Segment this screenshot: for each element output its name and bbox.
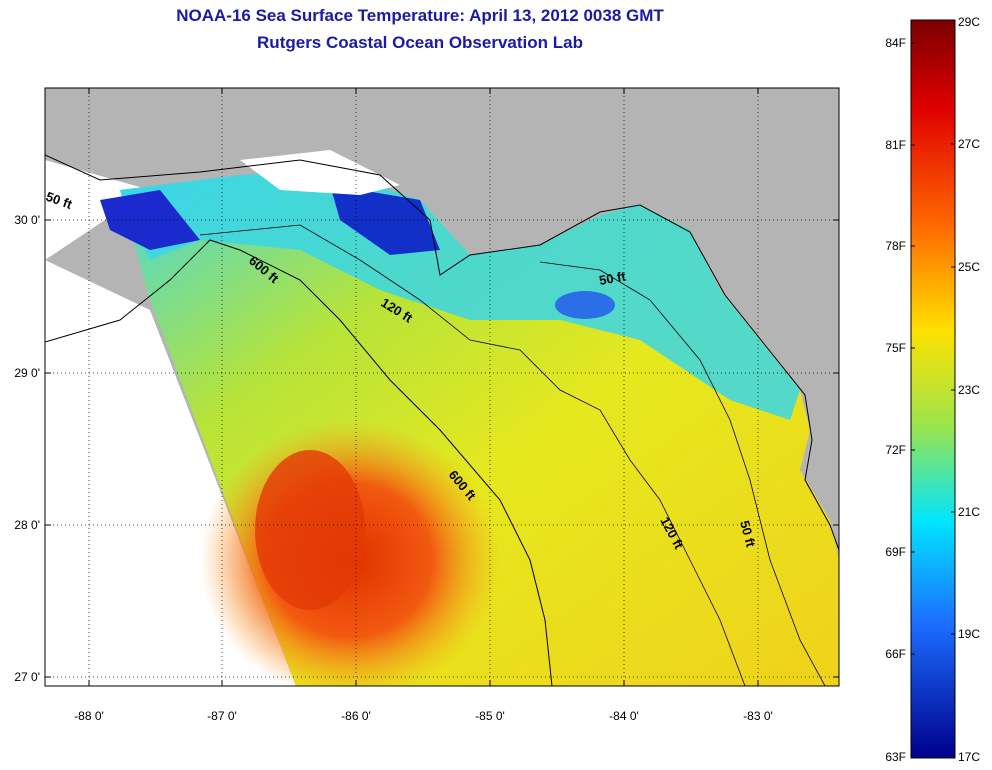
coastline: [45, 154, 839, 551]
cold-water-patch-offshore: [555, 291, 615, 319]
colorbar-f-label: 81F: [885, 138, 906, 152]
contour-50ft: [539, 261, 826, 686]
colorbar-c-label: 17C: [958, 750, 980, 764]
map-subtitle: Rutgers Coastal Ocean Observation Lab: [257, 33, 583, 52]
map-frame: [44, 87, 840, 687]
lon-tick-label: -88 0': [74, 709, 104, 723]
colorbar: [910, 19, 956, 759]
lon-tick-label: -87 0': [207, 709, 237, 723]
contour-120ft: [199, 224, 746, 686]
colorbar-c-label: 27C: [958, 137, 980, 151]
colorbar-f-label: 78F: [885, 239, 906, 253]
colorbar-f-label: 72F: [885, 443, 906, 457]
map-title: NOAA-16 Sea Surface Temperature: April 1…: [176, 6, 664, 25]
colorbar-f-label: 63F: [885, 750, 906, 764]
graticule: [45, 88, 839, 686]
colorbar-f-label: 84F: [885, 36, 906, 50]
lat-tick-label: 27 0': [14, 670, 40, 684]
colorbar-f-label: 66F: [885, 647, 906, 661]
colorbar-ticks: [911, 42, 955, 655]
lon-tick-label: -83 0': [743, 709, 773, 723]
lon-tick-label: -84 0': [609, 709, 639, 723]
colorbar-c-label: 23C: [958, 383, 980, 397]
cloud-patch: [240, 150, 400, 195]
colorbar-c-label: 29C: [958, 15, 980, 29]
colorbar-f-label: 69F: [885, 545, 906, 559]
colorbar-c-label: 19C: [958, 627, 980, 641]
lon-tick-label: -85 0': [475, 709, 505, 723]
no-data-area-top: [45, 160, 150, 260]
colorbar-f-label: 75F: [885, 341, 906, 355]
colorbar-c-label: 25C: [958, 260, 980, 274]
lat-tick-label: 28 0': [14, 518, 40, 532]
colorbar-c-label: 21C: [958, 505, 980, 519]
lat-tick-label: 29 0': [14, 366, 40, 380]
contour-label: 50 ft: [598, 268, 628, 288]
contour-label: 50 ft: [737, 519, 759, 549]
cool-nearshore-water: [120, 170, 800, 420]
lon-tick-label: -86 0': [341, 709, 371, 723]
warm-water-peak: [255, 450, 365, 610]
axis-ticks: [45, 88, 839, 686]
contour-600ft: [45, 239, 553, 686]
lat-tick-label: 30 0': [14, 213, 40, 227]
